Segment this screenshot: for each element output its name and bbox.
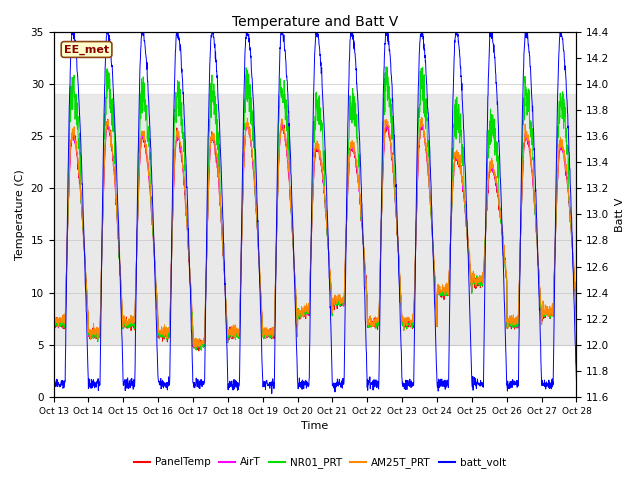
- Title: Temperature and Batt V: Temperature and Batt V: [232, 15, 398, 29]
- X-axis label: Time: Time: [301, 421, 328, 432]
- Y-axis label: Temperature (C): Temperature (C): [15, 169, 25, 260]
- Bar: [54, 94, 577, 345]
- Text: EE_met: EE_met: [64, 44, 109, 55]
- Legend: PanelTemp, AirT, NR01_PRT, AM25T_PRT, batt_volt: PanelTemp, AirT, NR01_PRT, AM25T_PRT, ba…: [130, 453, 510, 472]
- Y-axis label: Batt V: Batt V: [615, 197, 625, 231]
